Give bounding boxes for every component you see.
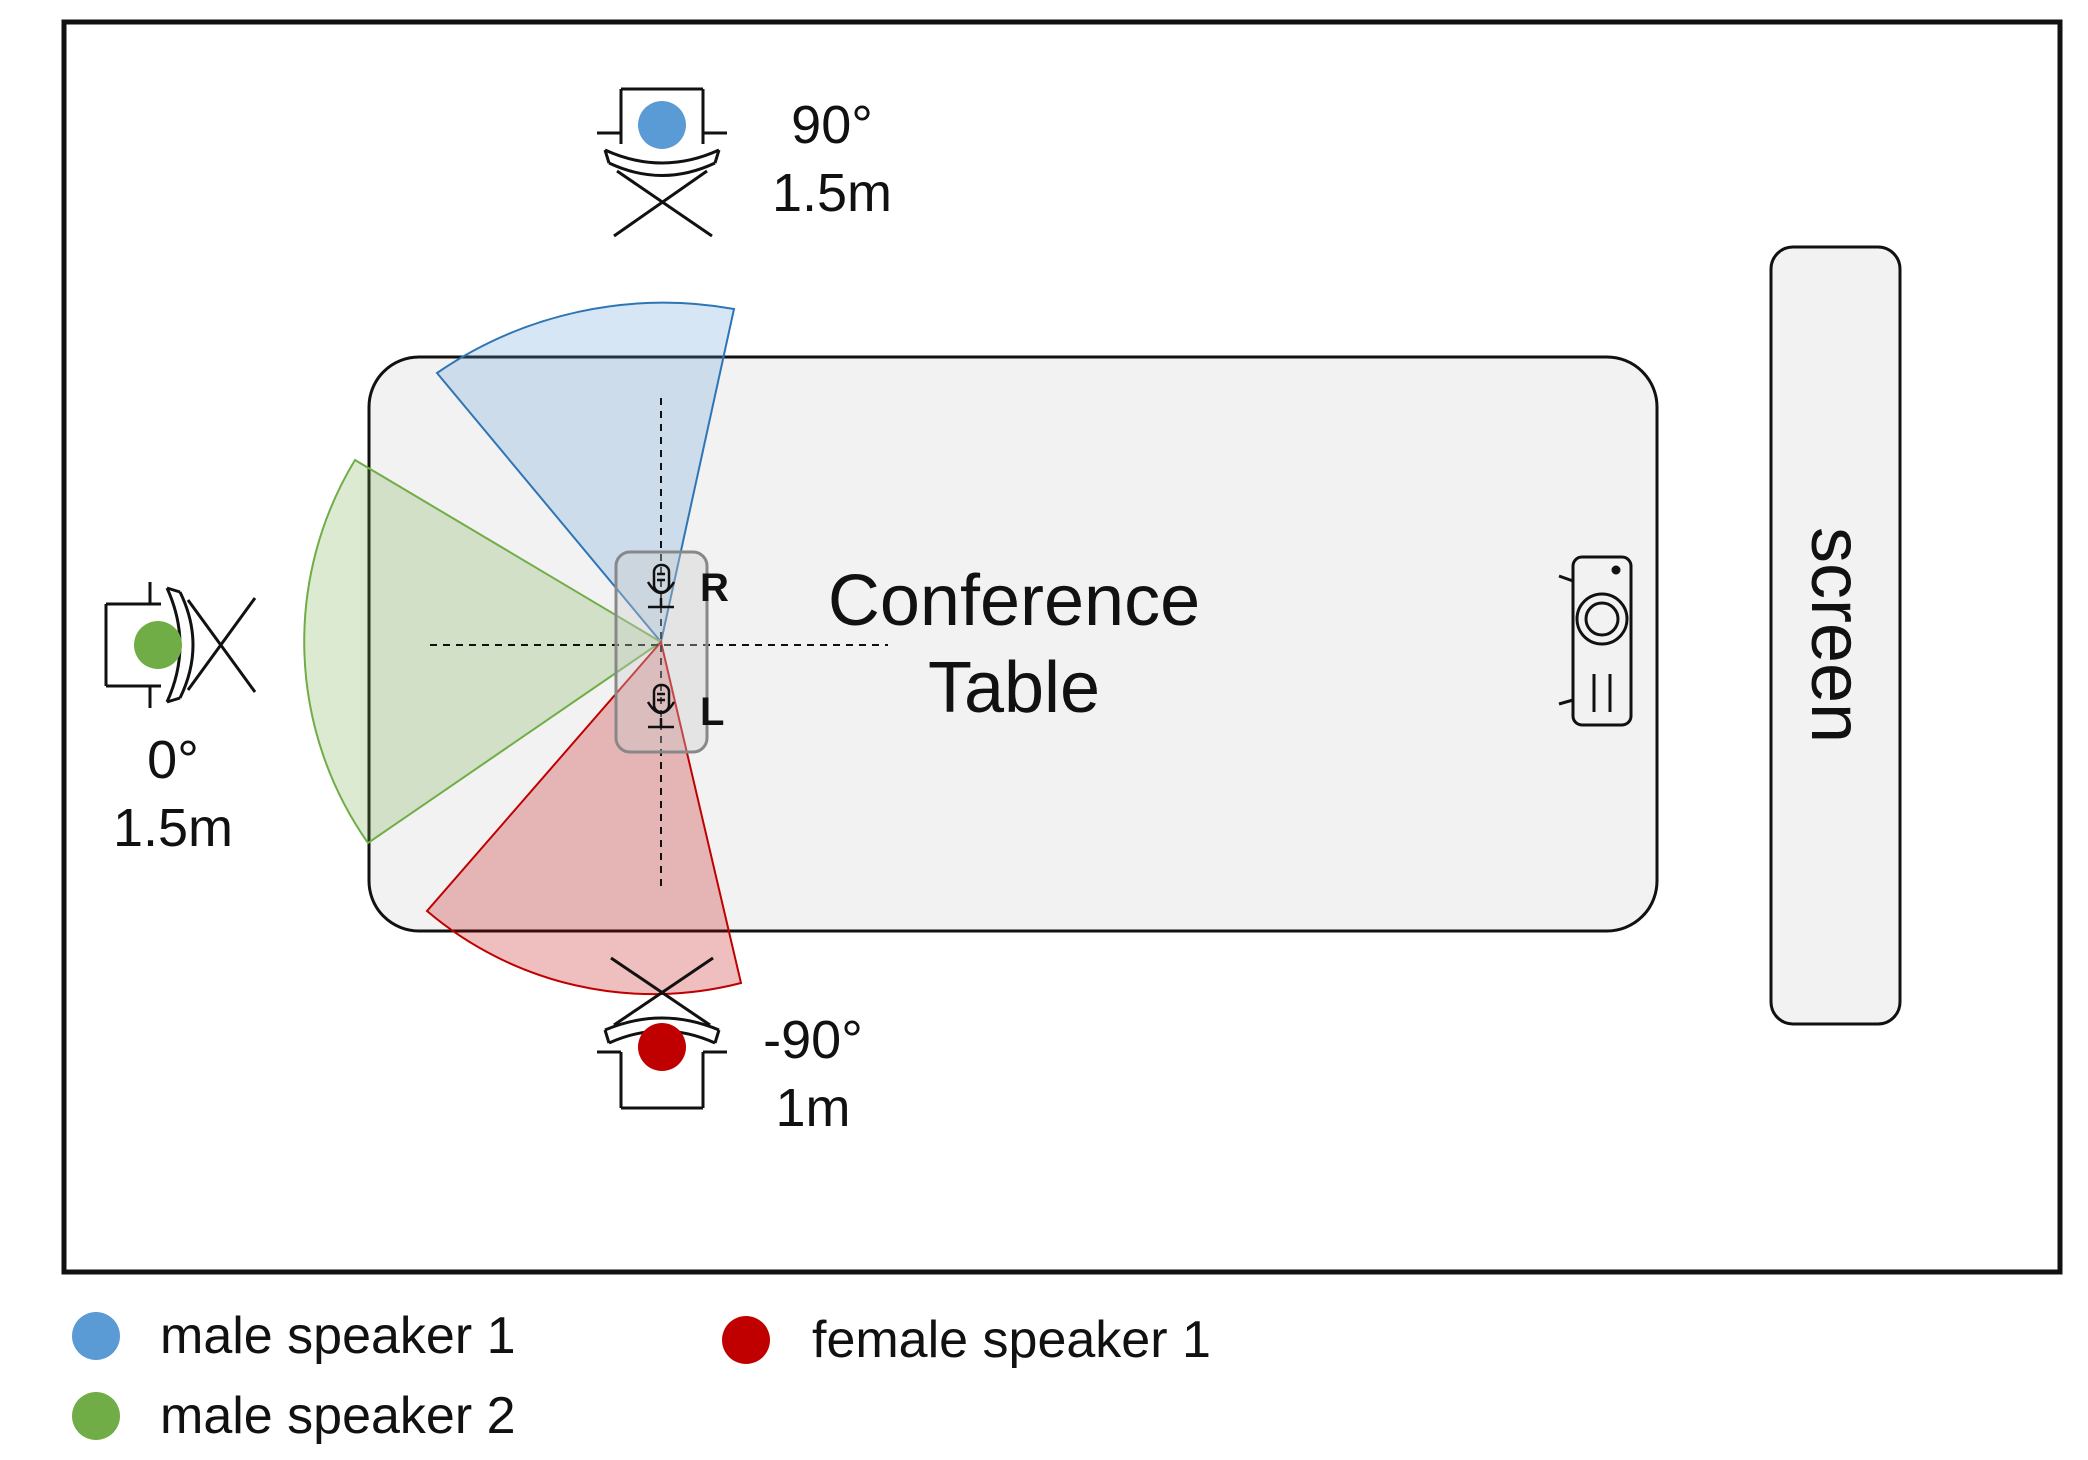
legend-label-female-speaker-1: female speaker 1 [812,1311,1211,1369]
angle-label-top: 90° [791,95,873,155]
distance-label-top: 1.5m [772,163,892,223]
angle-label-bottom: -90° [763,1010,863,1070]
mic-label-left: L [700,690,724,734]
sector-female-speaker-1 [425,639,743,996]
speaker-dot-male-1 [638,101,686,149]
distance-label-left: 1.5m [113,798,233,858]
table-label-line1: Conference [828,561,1200,641]
screen [1769,245,1902,1026]
projector-icon [1558,555,1633,727]
table-label-line2: Table [928,648,1100,728]
speaker-dot-female-1 [638,1023,686,1071]
legend: male speaker 1 male speaker 2 female spe… [72,1307,1211,1445]
mic-array [614,550,709,754]
mic-label-right: R [700,566,729,610]
sector-male-speaker-2 [303,458,663,845]
legend-dot-male-speaker-2 [72,1392,120,1440]
microphone-icon [646,683,676,729]
legend-label-male-speaker-2: male speaker 2 [160,1387,516,1445]
chair-icon [597,87,727,238]
speaker-dot-male-2 [134,621,182,669]
screen-label: screen [1796,527,1876,743]
sector-male-speaker-1 [435,301,736,645]
legend-dot-male-speaker-1 [72,1312,120,1360]
legend-dot-female-speaker-1 [722,1316,770,1364]
angle-label-left: 0° [147,730,199,790]
microphone-icon [646,563,676,609]
distance-label-bottom: 1m [775,1078,850,1138]
legend-label-male-speaker-1: male speaker 1 [160,1307,516,1365]
